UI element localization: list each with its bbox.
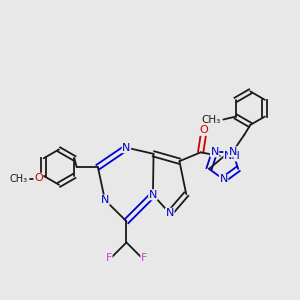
- Text: O: O: [199, 125, 208, 135]
- Text: N: N: [228, 147, 237, 157]
- Text: CH₃: CH₃: [202, 115, 221, 124]
- Text: NH: NH: [224, 151, 241, 161]
- Text: N: N: [166, 208, 174, 218]
- Text: N: N: [210, 147, 219, 157]
- Text: N: N: [101, 195, 109, 205]
- Text: N: N: [122, 142, 130, 153]
- Text: N: N: [219, 174, 228, 184]
- Text: F: F: [106, 253, 112, 263]
- Text: F: F: [141, 253, 147, 263]
- Text: O: O: [34, 173, 43, 183]
- Text: CH₃: CH₃: [10, 174, 28, 184]
- Text: N: N: [149, 190, 157, 200]
